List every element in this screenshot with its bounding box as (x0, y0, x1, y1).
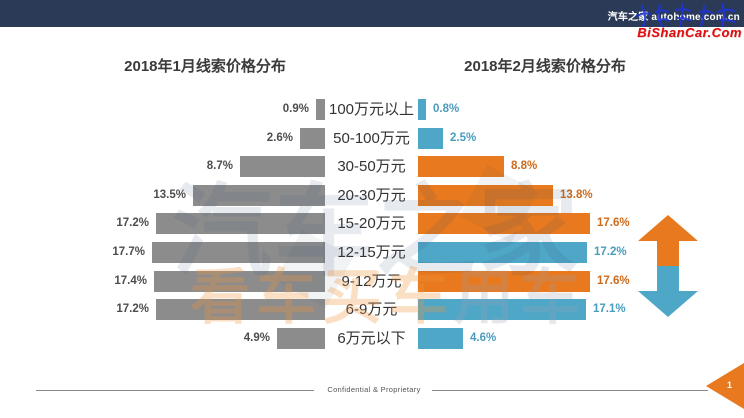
jan-value-label: 2.6% (266, 132, 293, 144)
jan-bar (240, 156, 325, 177)
category-label: 9-12万元 (341, 273, 402, 290)
category-label: 20-30万元 (337, 187, 406, 204)
jan-value-label: 17.4% (114, 275, 147, 287)
jan-bar (193, 185, 325, 206)
category-label: 50-100万元 (333, 130, 410, 147)
jan-bar (316, 99, 325, 120)
feb-value-label: 17.6% (597, 275, 630, 287)
jan-value-label: 17.2% (116, 217, 149, 229)
february-chart-title: 2018年2月线索价格分布 (464, 58, 626, 75)
category-label: 6万元以下 (337, 330, 406, 347)
jan-bar (156, 213, 325, 234)
feb-value-label: 4.6% (470, 332, 497, 344)
page-corner-triangle (706, 363, 744, 409)
jan-bar (154, 271, 325, 292)
page-number: 1 (727, 380, 733, 390)
jan-value-label: 0.9% (282, 103, 309, 115)
jan-bar (277, 328, 325, 349)
jan-value-label: 13.5% (153, 189, 186, 201)
category-label: 100万元以上 (328, 101, 415, 118)
jan-value-label: 4.9% (243, 332, 270, 344)
footer-divider-left (36, 390, 314, 391)
feb-value-label: 8.8% (511, 160, 538, 172)
feb-value-label: 0.8% (433, 103, 460, 115)
feb-bar (418, 128, 443, 149)
feb-bar (418, 242, 587, 263)
feb-value-label: 17.2% (594, 246, 627, 258)
category-label: 12-15万元 (337, 244, 406, 261)
category-label: 15-20万元 (337, 215, 406, 232)
category-label: 6-9万元 (345, 301, 398, 318)
jan-value-label: 8.7% (206, 160, 233, 172)
feb-bar (418, 213, 590, 234)
feb-bar (418, 99, 426, 120)
january-chart-title: 2018年1月线索价格分布 (124, 58, 286, 75)
jan-bar (156, 299, 325, 320)
feb-value-label: 2.5% (450, 132, 477, 144)
category-label: 30-50万元 (337, 158, 406, 175)
feb-value-label: 17.6% (597, 217, 630, 229)
jan-bar (300, 128, 325, 149)
footer-divider-right (432, 390, 708, 391)
feb-value-label: 17.1% (593, 303, 626, 315)
feb-bar (418, 156, 504, 177)
jan-value-label: 17.7% (112, 246, 145, 258)
feb-value-label: 13.8% (560, 189, 593, 201)
feb-bar (418, 271, 590, 292)
feb-bar (418, 185, 553, 206)
jan-bar (152, 242, 325, 263)
up-down-arrow-icon (638, 215, 698, 317)
bishancar-watermark: BiShanCar.Com (637, 25, 742, 40)
confidential-footer-text: Confidential & Proprietary (327, 385, 421, 394)
feb-bar (418, 299, 586, 320)
feb-bar (418, 328, 463, 349)
top-header-bar (0, 0, 744, 27)
jan-value-label: 17.2% (116, 303, 149, 315)
autohome-brand-text: 汽车之家 autohome.com.cn (607, 12, 740, 23)
